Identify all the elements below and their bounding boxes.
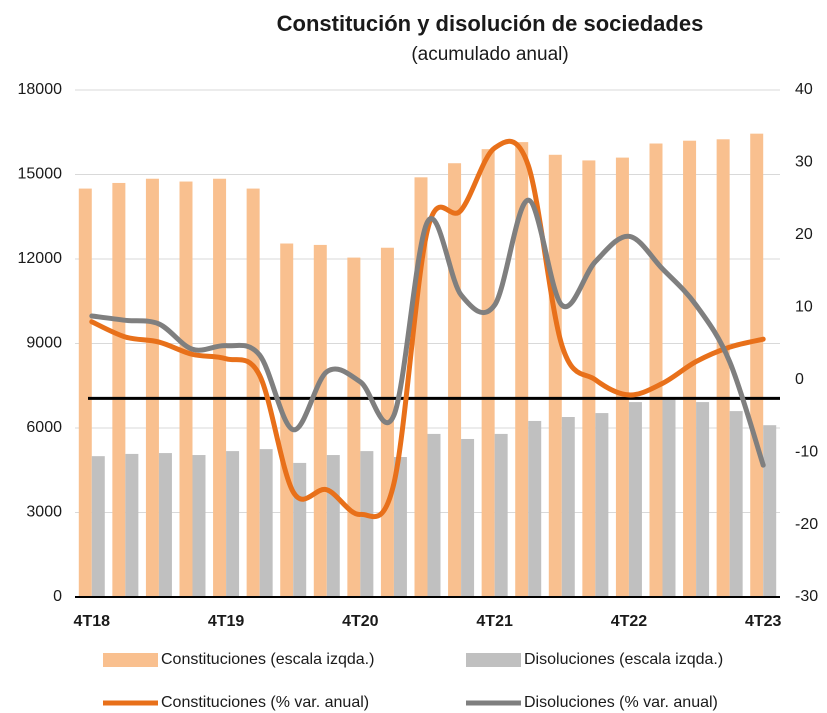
bar xyxy=(347,257,361,597)
bar xyxy=(461,438,475,597)
y2-tick-label: -20 xyxy=(795,516,818,533)
legend-label: Disoluciones (% var. anual) xyxy=(524,694,718,711)
bar xyxy=(729,411,743,597)
line xyxy=(89,138,766,520)
bar xyxy=(750,133,764,598)
y-tick-label: 18000 xyxy=(18,81,63,98)
bar xyxy=(246,188,260,598)
bar xyxy=(313,244,327,597)
x-tick-label: 4T19 xyxy=(208,613,245,630)
bar xyxy=(494,433,508,597)
bar xyxy=(259,449,273,597)
bar xyxy=(716,139,730,597)
bar xyxy=(481,149,495,597)
bar xyxy=(528,420,542,597)
y2-tick-label: 0 xyxy=(795,371,804,388)
y2-tick-label: -30 xyxy=(795,588,818,605)
legend-swatch xyxy=(103,653,158,667)
legend-swatch xyxy=(466,653,521,667)
bar xyxy=(226,451,240,597)
bar xyxy=(561,417,575,597)
y2-tick-label: 20 xyxy=(795,226,813,243)
bar xyxy=(213,178,227,597)
bar xyxy=(595,413,609,597)
bar xyxy=(393,457,407,597)
x-tick-label: 4T20 xyxy=(342,613,379,630)
x-tick-label: 4T23 xyxy=(745,613,782,630)
x-tick-label: 4T18 xyxy=(74,613,111,630)
y-tick-label: 0 xyxy=(53,588,62,605)
y-tick-label: 12000 xyxy=(18,250,63,267)
bar xyxy=(78,188,92,598)
y-tick-label: 9000 xyxy=(26,335,62,352)
bar xyxy=(427,433,441,597)
bar xyxy=(615,157,629,597)
y2-tick-label: -10 xyxy=(795,443,818,460)
bar xyxy=(649,143,663,597)
y-tick-label: 15000 xyxy=(18,166,63,183)
bar xyxy=(763,425,777,597)
y2-tick-label: 40 xyxy=(795,81,813,98)
legend-label: Constituciones (% var. anual) xyxy=(161,694,369,711)
y-tick-label: 6000 xyxy=(26,419,62,436)
chart-subtitle: (acumulado anual) xyxy=(411,44,568,65)
legend-label: Constituciones (escala izqda.) xyxy=(161,651,374,668)
chart-title: Constitución y disolución de sociedades xyxy=(277,11,704,36)
bar xyxy=(683,140,697,597)
y2-tick-label: 30 xyxy=(795,154,813,171)
bar xyxy=(628,402,642,597)
bar xyxy=(326,455,340,597)
bar xyxy=(125,453,139,597)
line xyxy=(89,197,766,468)
x-tick-label: 4T21 xyxy=(476,613,513,630)
bar xyxy=(91,456,105,597)
bar xyxy=(696,402,710,597)
bar xyxy=(158,453,172,597)
bar xyxy=(548,154,562,598)
bar xyxy=(112,182,126,597)
bar xyxy=(145,178,159,597)
y2-tick-label: 10 xyxy=(795,299,813,316)
x-tick-label: 4T22 xyxy=(611,613,648,630)
legend-label: Disoluciones (escala izqda.) xyxy=(524,651,723,668)
bar xyxy=(179,181,193,597)
bar xyxy=(360,451,374,597)
y-tick-label: 3000 xyxy=(26,504,62,521)
bar xyxy=(515,142,529,597)
bar xyxy=(662,398,676,597)
bar xyxy=(192,455,206,597)
bar xyxy=(448,163,462,597)
bar xyxy=(293,462,307,597)
